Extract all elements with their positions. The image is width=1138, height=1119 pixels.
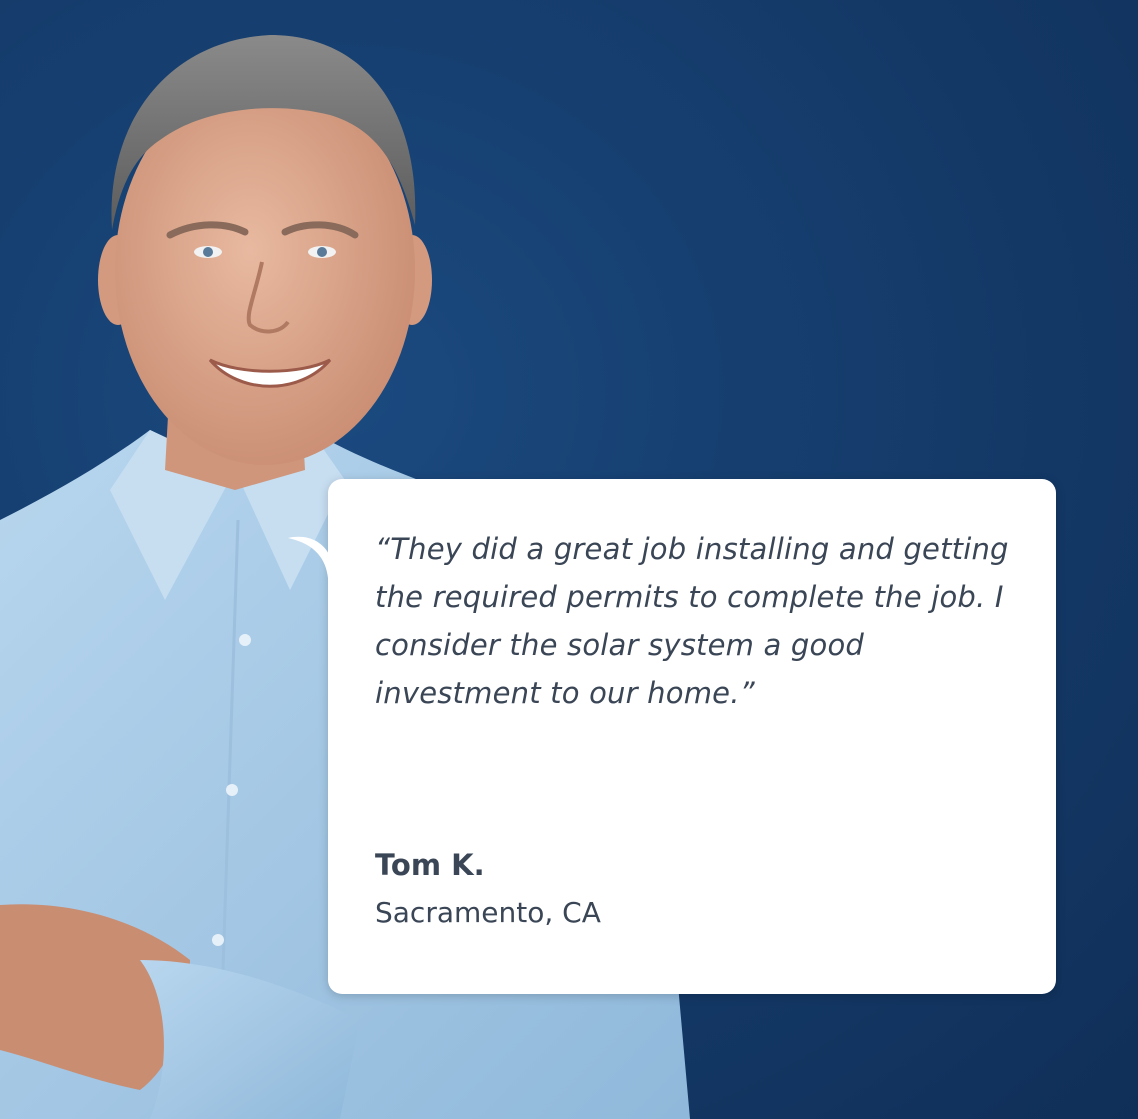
testimonial-quote: “They did a great job installing and get… [375,532,1009,710]
speech-bubble-tail [288,536,330,578]
testimonial-card [328,479,1056,994]
customer-name: Tom K. [375,848,485,882]
customer-location: Sacramento, CA [375,896,601,929]
